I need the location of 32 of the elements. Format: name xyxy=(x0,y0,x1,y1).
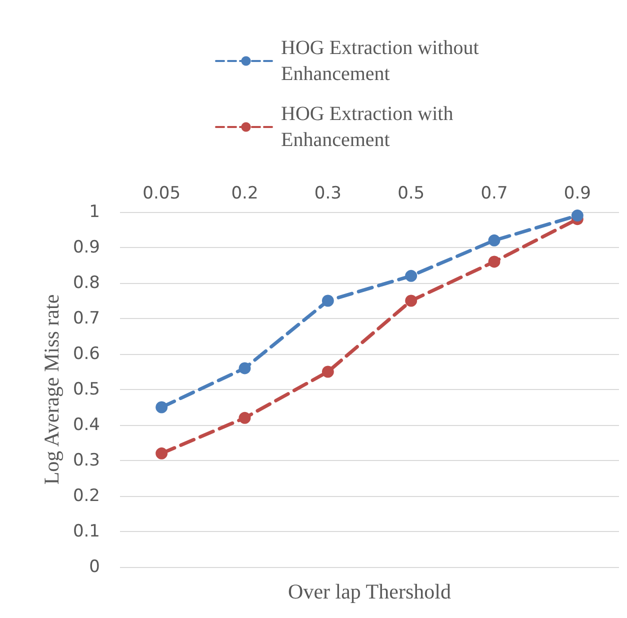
y-tick-label: 0.1 xyxy=(72,522,100,542)
point xyxy=(405,294,418,307)
x-tick-label: 0.3 xyxy=(314,184,342,204)
x-tick-label: 0.05 xyxy=(142,184,181,204)
point xyxy=(571,210,584,222)
y-tick-label: 0.5 xyxy=(72,380,100,400)
point xyxy=(156,447,168,460)
x-tick-label: 0.7 xyxy=(480,184,508,204)
y-tick-label: 0 xyxy=(89,557,100,577)
y-tick-label: 0.8 xyxy=(72,273,100,293)
y-tick-label: 0.4 xyxy=(72,415,100,435)
y-tick-label: 0.7 xyxy=(72,308,100,328)
y-axis-title: Log Average Miss rate xyxy=(40,294,64,485)
point xyxy=(238,412,251,424)
x-axis-title: Over lap Thershold xyxy=(288,580,452,604)
y-tick-label: 0.9 xyxy=(72,238,100,258)
x-tick-label: 0.2 xyxy=(231,184,258,204)
point xyxy=(488,256,500,268)
point xyxy=(238,362,251,374)
legend-label: HOG Extraction with Enhancement xyxy=(281,103,458,151)
x-tick-label: 0.9 xyxy=(564,184,591,204)
point xyxy=(322,366,334,378)
point xyxy=(156,401,168,414)
y-tick-label: 1 xyxy=(89,202,100,222)
legend-label: HOG Extraction without Enhancement xyxy=(281,37,484,85)
y-tick-label: 0.6 xyxy=(72,344,100,364)
x-tick-label: 0.5 xyxy=(398,184,425,204)
y-tick-label: 0.2 xyxy=(72,486,100,506)
y-tick-label: 0.3 xyxy=(72,450,100,470)
point xyxy=(488,234,500,246)
point xyxy=(405,270,418,282)
point xyxy=(322,294,334,307)
